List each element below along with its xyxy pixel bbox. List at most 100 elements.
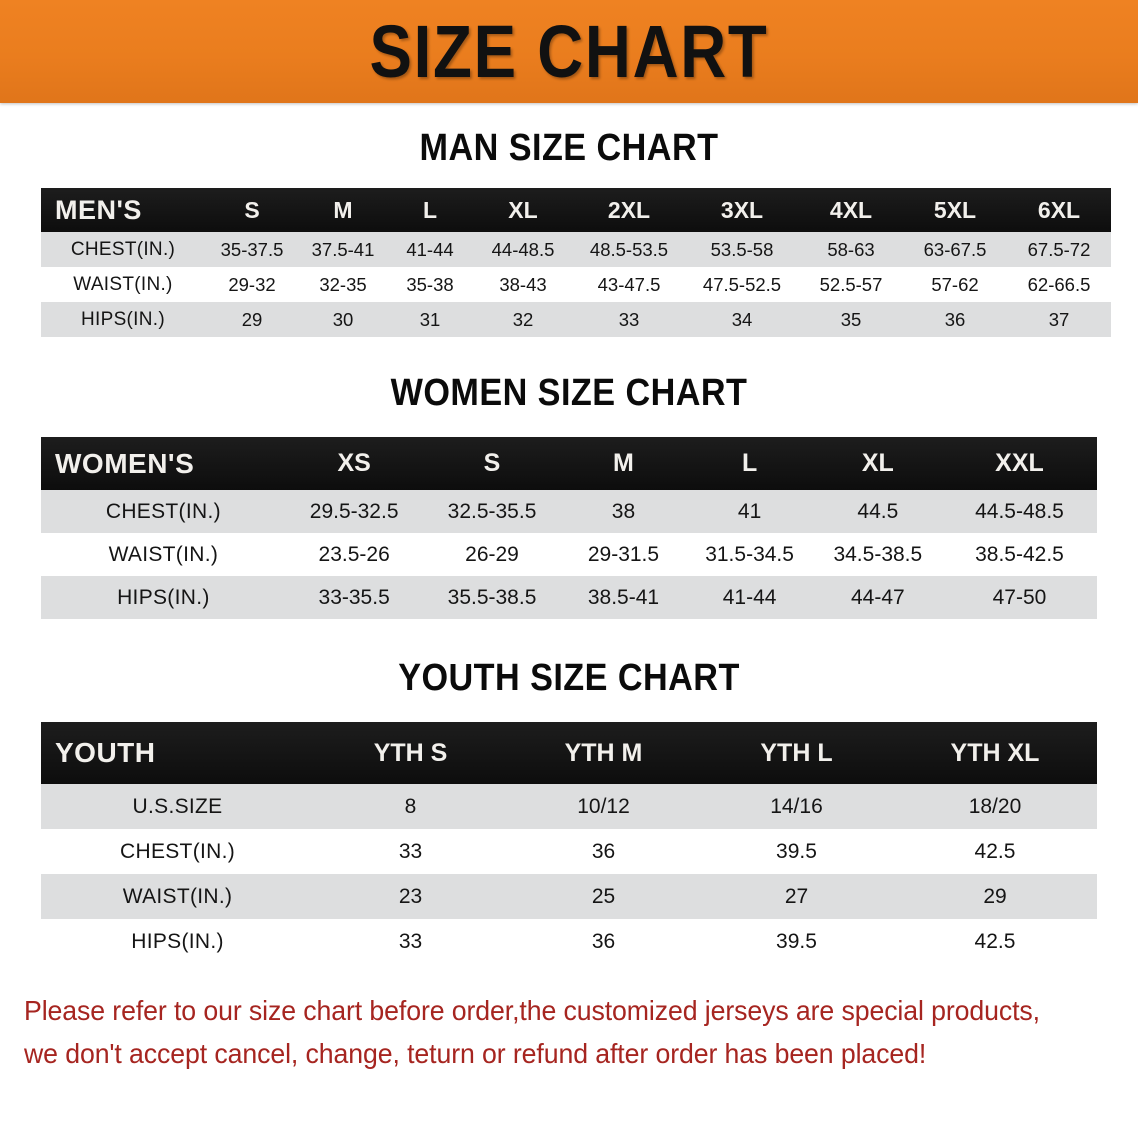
table-row: U.S.SIZE 8 10/12 14/16 18/20 <box>41 784 1097 829</box>
table-header-row: WOMEN'S XS S M L XL XXL <box>41 437 1097 490</box>
table-cell: 33 <box>573 302 685 337</box>
table-cell: 25 <box>507 874 700 919</box>
table-row: WAIST(IN.) 23.5-26 26-29 29-31.5 31.5-34… <box>41 533 1097 576</box>
youth-col-m: YTH M <box>564 738 643 767</box>
table-row: WAIST(IN.) 29-32 32-35 35-38 38-43 43-47… <box>41 267 1111 302</box>
table-cell: 52.5-57 <box>799 267 903 302</box>
table-row: HIPS(IN.) 29 30 31 32 33 34 35 36 37 <box>41 302 1111 337</box>
table-cell: 41-44 <box>387 232 473 267</box>
table-cell: 35.5-38.5 <box>422 576 562 619</box>
table-cell: 36 <box>507 829 700 874</box>
man-col-m: M <box>333 196 353 223</box>
women-col-l: L <box>741 449 758 477</box>
table-cell: 37.5-41 <box>299 232 387 267</box>
youth-table-head: YOUTH YTH S YTH M YTH L YTH XL <box>41 722 1097 784</box>
table-cell: 62-66.5 <box>1007 267 1111 302</box>
table-cell: 33-35.5 <box>285 576 423 619</box>
table-cell: 35 <box>799 302 903 337</box>
women-section-title: WOMEN SIZE CHART <box>390 372 748 414</box>
table-cell: 8 <box>314 784 508 829</box>
table-cell: 44-47 <box>813 576 942 619</box>
youth-col-xl: YTH XL <box>950 738 1040 767</box>
women-col-xl: XL <box>861 449 894 477</box>
table-cell: 42.5 <box>892 829 1097 874</box>
table-cell: 27 <box>700 874 893 919</box>
women-table-head: WOMEN'S XS S M L XL XXL <box>41 437 1097 490</box>
table-cell: 35-38 <box>387 267 473 302</box>
table-cell: 31.5-34.5 <box>685 533 814 576</box>
man-col-2xl: 2XL <box>607 196 651 223</box>
table-cell: 42.5 <box>892 919 1097 964</box>
man-size-table-wrapper: MEN'S S M L XL 2XL 3XL 4XL 5XL 6XL CHEST… <box>41 188 1111 337</box>
man-row-label-waist: WAIST(IN.) <box>41 267 205 302</box>
table-cell: 41-44 <box>685 576 814 619</box>
table-cell: 38.5-42.5 <box>941 533 1097 576</box>
women-col-xs: XS <box>337 449 371 477</box>
table-row: HIPS(IN.) 33-35.5 35.5-38.5 38.5-41 41-4… <box>41 576 1097 619</box>
table-cell: 36 <box>903 302 1007 337</box>
youth-header-corner: YOUTH <box>55 737 156 768</box>
man-row-label-hips: HIPS(IN.) <box>41 302 205 337</box>
youth-section-title: YOUTH SIZE CHART <box>398 657 740 699</box>
table-cell: 35-37.5 <box>205 232 299 267</box>
table-cell: 47-50 <box>941 576 1097 619</box>
table-row: CHEST(IN.) 29.5-32.5 32.5-35.5 38 41 44.… <box>41 490 1097 533</box>
table-cell: 37 <box>1007 302 1111 337</box>
women-row-label-chest: CHEST(IN.) <box>41 490 286 533</box>
table-cell: 29 <box>892 874 1097 919</box>
man-col-5xl: 5XL <box>933 196 977 223</box>
women-table-body: CHEST(IN.) 29.5-32.5 32.5-35.5 38 41 44.… <box>41 490 1097 619</box>
table-cell: 32-35 <box>299 267 387 302</box>
table-cell: 33 <box>314 919 508 964</box>
man-col-xl: XL <box>508 196 538 223</box>
table-cell: 58-63 <box>799 232 903 267</box>
youth-size-table: YOUTH YTH S YTH M YTH L YTH XL U.S.SIZE … <box>41 722 1097 964</box>
page-title: SIZE CHART <box>369 9 769 93</box>
table-cell: 29 <box>205 302 299 337</box>
table-row: HIPS(IN.) 33 36 39.5 42.5 <box>41 919 1097 964</box>
table-cell: 63-67.5 <box>903 232 1007 267</box>
youth-row-label-us-size: U.S.SIZE <box>41 784 315 829</box>
table-cell: 53.5-58 <box>685 232 799 267</box>
table-cell: 14/16 <box>700 784 893 829</box>
man-section-title: MAN SIZE CHART <box>419 127 719 169</box>
women-col-s: S <box>483 449 501 477</box>
table-cell: 36 <box>507 919 700 964</box>
man-size-table: MEN'S S M L XL 2XL 3XL 4XL 5XL 6XL CHEST… <box>41 188 1111 337</box>
man-row-label-chest: CHEST(IN.) <box>41 232 205 267</box>
table-cell: 29-31.5 <box>561 533 686 576</box>
table-cell: 41 <box>685 490 814 533</box>
man-col-l: L <box>422 196 438 223</box>
table-cell: 18/20 <box>892 784 1097 829</box>
table-cell: 43-47.5 <box>573 267 685 302</box>
table-cell: 39.5 <box>700 829 893 874</box>
table-row: CHEST(IN.) 33 36 39.5 42.5 <box>41 829 1097 874</box>
table-header-row: YOUTH YTH S YTH M YTH L YTH XL <box>41 722 1097 784</box>
table-cell: 30 <box>299 302 387 337</box>
man-col-4xl: 4XL <box>829 196 873 223</box>
youth-row-label-waist: WAIST(IN.) <box>41 874 315 919</box>
table-cell: 47.5-52.5 <box>685 267 799 302</box>
table-cell: 23 <box>314 874 508 919</box>
man-table-head: MEN'S S M L XL 2XL 3XL 4XL 5XL 6XL <box>41 188 1111 232</box>
table-cell: 31 <box>387 302 473 337</box>
youth-table-body: U.S.SIZE 8 10/12 14/16 18/20 CHEST(IN.) … <box>41 784 1097 964</box>
youth-row-label-chest: CHEST(IN.) <box>41 829 315 874</box>
women-size-table: WOMEN'S XS S M L XL XXL CHEST(IN.) 29.5-… <box>41 437 1097 619</box>
youth-size-table-wrapper: YOUTH YTH S YTH M YTH L YTH XL U.S.SIZE … <box>41 722 1097 964</box>
table-cell: 32 <box>473 302 573 337</box>
table-cell: 39.5 <box>700 919 893 964</box>
man-col-6xl: 6XL <box>1037 196 1081 223</box>
table-cell: 48.5-53.5 <box>573 232 685 267</box>
page-banner: SIZE CHART <box>0 0 1138 103</box>
table-cell: 38-43 <box>473 267 573 302</box>
table-cell: 67.5-72 <box>1007 232 1111 267</box>
table-cell: 44.5-48.5 <box>941 490 1097 533</box>
women-row-label-hips: HIPS(IN.) <box>41 576 286 619</box>
table-cell: 26-29 <box>422 533 562 576</box>
women-size-table-wrapper: WOMEN'S XS S M L XL XXL CHEST(IN.) 29.5-… <box>41 437 1097 619</box>
youth-row-label-hips: HIPS(IN.) <box>41 919 315 964</box>
women-col-m: M <box>613 449 634 477</box>
table-cell: 29-32 <box>205 267 299 302</box>
table-row: WAIST(IN.) 23 25 27 29 <box>41 874 1097 919</box>
